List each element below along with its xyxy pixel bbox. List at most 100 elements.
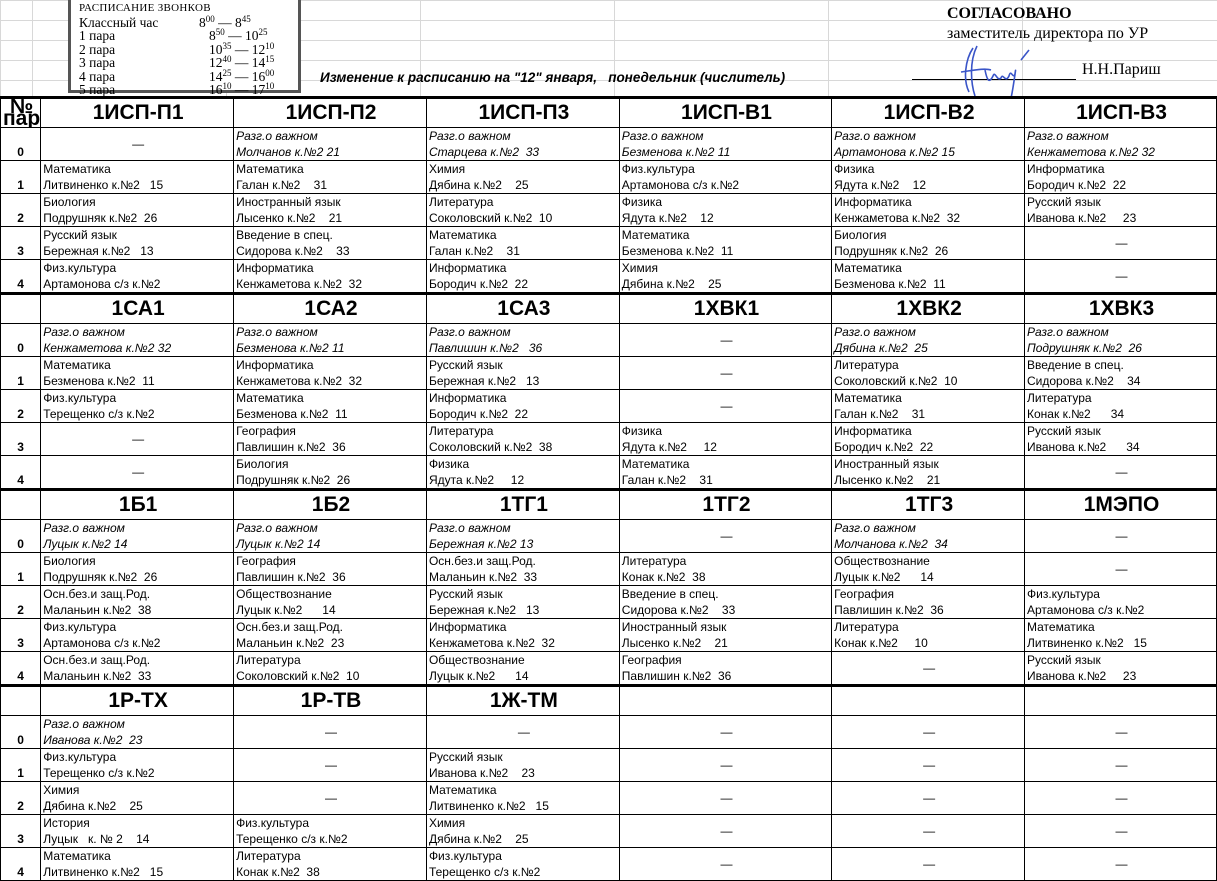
subject: Разг.о важном bbox=[43, 325, 125, 339]
teacher-room: Иванова к.№2 23 bbox=[1027, 211, 1137, 225]
lesson-cell: Химия Дябина к.№2 25 bbox=[40, 781, 235, 815]
subject: Разг.о важном bbox=[236, 129, 318, 143]
teacher-room: Луцык к.№2 14 bbox=[428, 669, 529, 683]
lesson-cell: Физ.культура Артамонова с/з к.№2 bbox=[1024, 585, 1217, 619]
bell-label: 2 пара bbox=[79, 41, 116, 57]
no-lesson-cell: — bbox=[1024, 259, 1217, 294]
change-title: Изменение к расписанию на "12" января, п… bbox=[320, 70, 786, 85]
pair-number: 0 bbox=[0, 323, 42, 357]
bell-row: Классный час 800 — 845 bbox=[79, 14, 298, 30]
lesson-row: 3— География Павлишин к.№2 36 Литература Сок… bbox=[0, 422, 1217, 456]
subject: Разг.о важном bbox=[1027, 325, 1109, 339]
lesson-cell: История Луцык к. № 2 14 bbox=[40, 814, 235, 848]
no-lesson-cell: — bbox=[1024, 552, 1217, 586]
subject: Математика bbox=[834, 391, 902, 405]
teacher-room: Иванова к.№2 23 bbox=[1027, 669, 1137, 683]
lesson-row: 3 История Луцык к. № 2 14 Физ.культура Терещ… bbox=[0, 814, 1217, 848]
lesson-cell: Физ.культура Терещенко с/з к.№2 bbox=[40, 389, 235, 423]
subject: Химия bbox=[621, 261, 658, 275]
bell-label: Классный час bbox=[79, 14, 159, 30]
pair-number: 2 bbox=[0, 389, 42, 423]
lesson-cell: Информатика Кенжаметова к.№2 32 bbox=[233, 259, 427, 294]
teacher-room: Кенжаметова к.№2 32 bbox=[236, 374, 363, 388]
lesson-cell: Информатика Кенжаметова к.№2 32 bbox=[233, 356, 427, 390]
teacher-room: Соколовский к.№2 10 bbox=[428, 211, 553, 225]
lesson-cell: География Павлишин к.№2 36 bbox=[233, 422, 427, 456]
lesson-cell: Математика Безменова к.№2 11 bbox=[618, 226, 833, 260]
group-name bbox=[831, 684, 1026, 716]
group-name: 1ТГ2 bbox=[618, 488, 833, 520]
no-lesson-cell: — bbox=[1024, 781, 1217, 815]
teacher-room: Бережная к.№2 13 bbox=[428, 374, 540, 388]
teacher-room: Павлишин к.№2 36 bbox=[428, 341, 543, 355]
teacher-room: Кенжаметова к.№2 32 bbox=[834, 211, 961, 225]
bell-label: 5 пара bbox=[79, 82, 116, 97]
no-lesson-cell: — bbox=[618, 781, 833, 815]
lesson-cell: Физ.культура Терещенко с/з к.№2 bbox=[425, 847, 620, 881]
subject: Русский язык bbox=[43, 228, 117, 242]
teacher-room: Павлишин к.№2 36 bbox=[236, 570, 346, 584]
lesson-cell: Математика Галан к.№2 31 bbox=[233, 160, 427, 194]
lesson-cell: Разг.о важном Павлишин к.№2 36 bbox=[425, 323, 620, 357]
lesson-cell: Литература Соколовский к.№2 10 bbox=[831, 356, 1026, 390]
lesson-cell: Разг.о важном Безменова к.№2 11 bbox=[618, 127, 833, 161]
subject: Литература bbox=[236, 849, 301, 863]
teacher-room: Бережная к.№2 13 bbox=[428, 603, 540, 617]
lesson-cell: Разг.о важном Безменова к.№2 11 bbox=[233, 323, 427, 357]
subject: Обществознание bbox=[834, 554, 930, 568]
subject: Биология bbox=[236, 457, 289, 471]
subject: Математика bbox=[834, 261, 902, 275]
lesson-cell: Осн.без.и защ.Род. Маланьин к.№2 38 bbox=[40, 585, 235, 619]
lesson-cell: Разг.о важном Кенжаметова к.№2 32 bbox=[1024, 127, 1217, 161]
lesson-row: 2 Физ.культура Терещенко с/з к.№2 Математик… bbox=[0, 389, 1217, 423]
teacher-room: Ядута к.№2 12 bbox=[428, 473, 525, 487]
subject: Разг.о важном bbox=[834, 325, 916, 339]
lesson-cell: Разг.о важном Подрушняк к.№2 26 bbox=[1024, 323, 1217, 357]
teacher-room: Артамонова с/з к.№2 bbox=[43, 277, 161, 291]
no-lesson-cell: — bbox=[831, 651, 1026, 686]
lesson-cell: Математика Литвиненко к.№2 15 bbox=[425, 781, 620, 815]
lesson-cell: Физ.культура Артамонова с/з к.№2 bbox=[618, 160, 833, 194]
no-lesson-cell: — bbox=[1024, 519, 1217, 553]
bell-row: 4 пара 1425 — 1600 bbox=[79, 68, 298, 84]
teacher-room: Сидорова к.№2 34 bbox=[1027, 374, 1141, 388]
teacher-room: Галан к.№2 31 bbox=[621, 473, 713, 487]
bell-row: 1 пара 850 — 1025 bbox=[79, 28, 298, 43]
lesson-row: 0 Разг.о важном Луцык к.№2 14 Разг.о важном… bbox=[0, 519, 1217, 553]
lesson-cell: Введение в спец. Сидорова к.№2 33 bbox=[233, 226, 427, 260]
subject: Разг.о важном bbox=[428, 521, 511, 535]
lesson-cell: Иностранный язык Лысенко к.№2 21 bbox=[831, 455, 1026, 490]
teacher-room: Маланьин к.№2 33 bbox=[428, 570, 538, 584]
teacher-room: Маланьин к.№2 23 bbox=[236, 636, 345, 650]
teacher-room: Терещенко с/з к.№2 bbox=[43, 766, 155, 780]
no-lesson-cell: — bbox=[618, 356, 833, 390]
teacher-room: Дябина к.№2 25 bbox=[43, 799, 143, 813]
lesson-cell: Математика Галан к.№2 31 bbox=[831, 389, 1026, 423]
lesson-cell: Биология Подрушняк к.№2 26 bbox=[831, 226, 1026, 260]
subject: Осн.без.и защ.Род. bbox=[236, 620, 343, 634]
subject: География bbox=[236, 554, 296, 568]
pair-number: 2 bbox=[0, 781, 42, 815]
teacher-room: Бородич к.№2 22 bbox=[428, 407, 529, 421]
no-lesson-cell: — bbox=[831, 814, 1026, 848]
signer-name: Н.Н.Париш bbox=[1082, 61, 1161, 78]
no-lesson-cell: — bbox=[425, 715, 620, 749]
subject: Физ.культура bbox=[1027, 587, 1100, 601]
subject: Информатика bbox=[428, 261, 507, 275]
lesson-row: 2 Осн.без.и защ.Род. Маланьин к.№2 38 Общес… bbox=[0, 585, 1217, 619]
teacher-room: Сидорова к.№2 33 bbox=[621, 603, 736, 617]
subject: Математика bbox=[43, 162, 111, 176]
subject: Математика bbox=[43, 358, 111, 372]
bell-row: 2 пара 1035 — 1210 bbox=[79, 41, 298, 57]
no-lesson-cell: — bbox=[831, 781, 1026, 815]
subject: Физика bbox=[834, 162, 875, 176]
subject: Математика bbox=[43, 849, 111, 863]
subject: Обществознание bbox=[428, 653, 525, 667]
group-header-row: 1Р-ТХ 1Р-ТВ 1Ж-ТМ bbox=[0, 684, 1217, 716]
teacher-room: Литвиненко к.№2 15 bbox=[428, 799, 549, 813]
subject: Информатика bbox=[428, 620, 507, 634]
group-name: 1ИСП-В2 bbox=[831, 96, 1026, 128]
signature-line bbox=[912, 79, 1076, 80]
no-lesson-cell: — bbox=[233, 748, 427, 782]
lesson-cell: Литература Конак к.№2 10 bbox=[831, 618, 1026, 652]
